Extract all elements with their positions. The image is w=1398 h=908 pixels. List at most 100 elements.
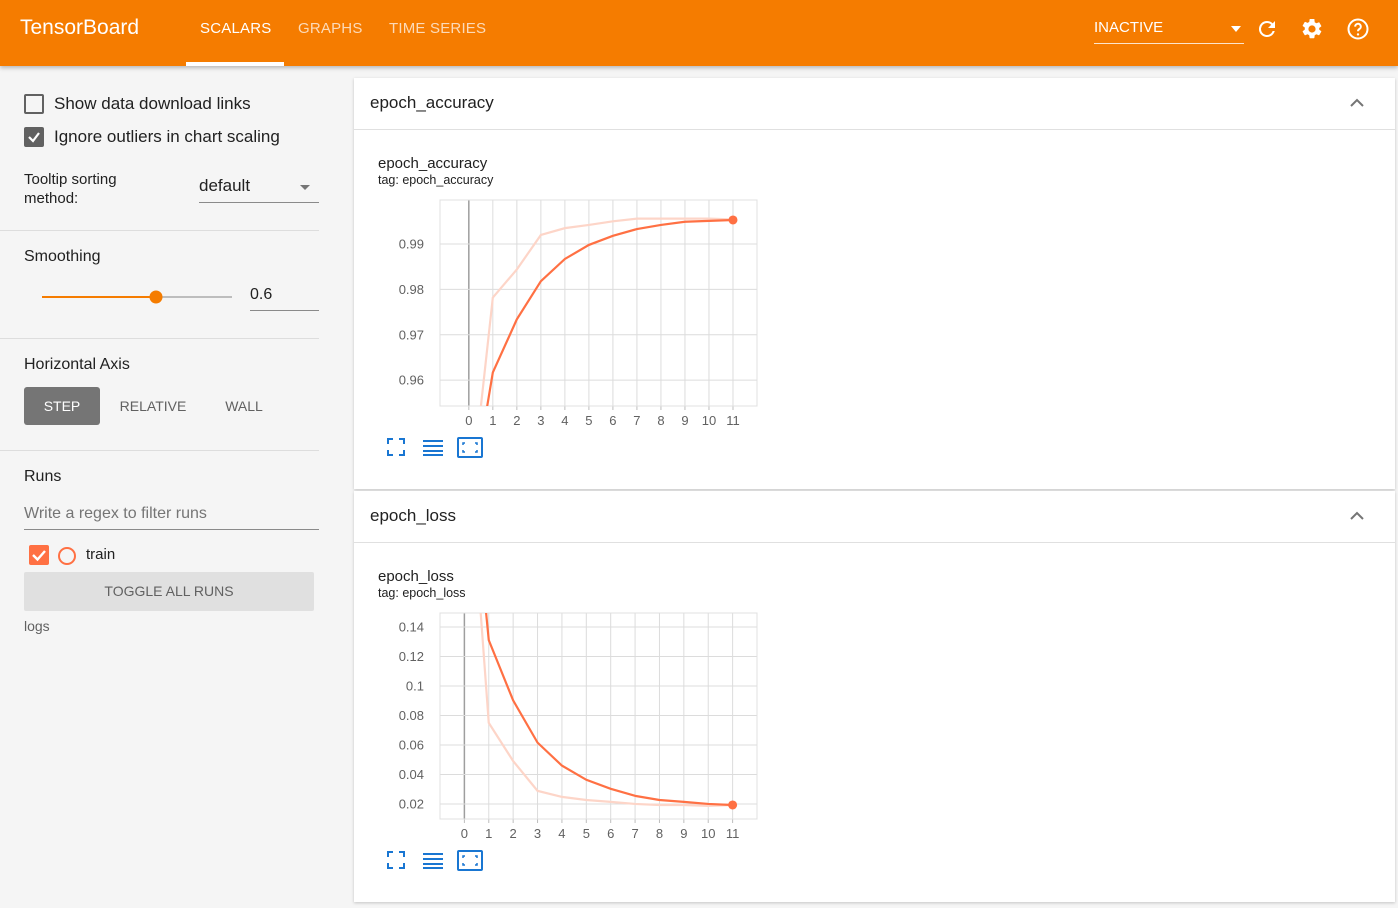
fullscreen-button[interactable] bbox=[387, 851, 405, 869]
y-tick-label: 0.06 bbox=[399, 737, 424, 752]
y-tick-label: 0.97 bbox=[399, 327, 424, 342]
sidebar: Show data download links Ignore outliers… bbox=[0, 66, 338, 908]
x-tick-label: 10 bbox=[702, 413, 716, 428]
log-dir: logs bbox=[24, 618, 50, 634]
run-status: INACTIVE bbox=[1094, 19, 1164, 36]
card-title: epoch_accuracy bbox=[370, 93, 494, 112]
chart-subtitle: tag: epoch_loss bbox=[378, 586, 466, 600]
x-tick-label: 0 bbox=[465, 413, 472, 428]
x-tick-label: 3 bbox=[534, 826, 541, 841]
y-tick-label: 0.96 bbox=[399, 373, 424, 388]
x-tick-label: 6 bbox=[607, 826, 614, 841]
brand[interactable]: TensorBoard bbox=[20, 16, 140, 39]
last-point bbox=[728, 215, 738, 225]
axis-option[interactable]: STEP bbox=[24, 387, 100, 425]
help-button[interactable] bbox=[1346, 17, 1370, 41]
y-tick-label: 0.12 bbox=[399, 649, 424, 664]
divider bbox=[0, 450, 319, 451]
chart-title: epoch_accuracy bbox=[378, 155, 488, 172]
card-header[interactable]: epoch_loss bbox=[354, 491, 1395, 543]
tooltip-label: Tooltip sorting method: bbox=[24, 171, 117, 207]
y-tick-label: 0.02 bbox=[399, 796, 424, 811]
x-tick-label: 4 bbox=[561, 413, 568, 428]
checkbox[interactable] bbox=[24, 127, 44, 147]
tooltip-select[interactable]: default bbox=[199, 176, 319, 203]
run-color-swatch[interactable] bbox=[58, 547, 76, 565]
checkbox[interactable] bbox=[24, 94, 44, 114]
fit-domain-button[interactable] bbox=[457, 437, 483, 458]
settings-button[interactable] bbox=[1300, 17, 1324, 41]
section-label: Runs bbox=[24, 468, 62, 485]
x-tick-label: 0 bbox=[461, 826, 468, 841]
y-tick-label: 0.99 bbox=[399, 237, 424, 252]
plot-frame bbox=[439, 199, 758, 407]
series-line bbox=[479, 217, 734, 406]
x-tick-label: 6 bbox=[609, 413, 616, 428]
last-point bbox=[728, 800, 738, 810]
run-filter-input[interactable]: Write a regex to filter runs bbox=[24, 505, 319, 530]
x-tick-label: 4 bbox=[558, 826, 565, 841]
tab[interactable]: GRAPHS bbox=[298, 20, 363, 37]
chart-toolbar bbox=[387, 850, 483, 871]
option-label: Ignore outliers in chart scaling bbox=[54, 127, 280, 146]
x-tick-label: 7 bbox=[631, 826, 638, 841]
series-line bbox=[485, 613, 733, 807]
x-tick-label: 9 bbox=[680, 826, 687, 841]
chart-subtitle: tag: epoch_accuracy bbox=[378, 173, 494, 187]
y-tick-label: 0.08 bbox=[399, 708, 424, 723]
toggle-log-button[interactable] bbox=[423, 440, 443, 456]
chart-title: epoch_loss bbox=[378, 568, 454, 585]
slider-thumb bbox=[149, 290, 163, 304]
card-header[interactable]: epoch_accuracy bbox=[354, 78, 1395, 130]
divider bbox=[0, 230, 319, 231]
x-tick-label: 9 bbox=[681, 413, 688, 428]
chart-toolbar bbox=[387, 437, 483, 458]
x-tick-label: 8 bbox=[657, 413, 664, 428]
card-title: epoch_loss bbox=[370, 506, 457, 525]
axis-option[interactable]: RELATIVE bbox=[119, 398, 187, 414]
smoothing-value: 0.6 bbox=[250, 286, 273, 303]
y-tick-label: 0.14 bbox=[399, 620, 424, 635]
run-checkbox[interactable] bbox=[29, 545, 49, 565]
y-tick-label: 0.04 bbox=[399, 767, 424, 782]
series-line bbox=[486, 218, 734, 406]
toggle-log-button[interactable] bbox=[423, 853, 443, 869]
toggle-all-button[interactable]: TOGGLE ALL RUNS bbox=[24, 572, 314, 611]
x-tick-label: 3 bbox=[537, 413, 544, 428]
collapse-icon[interactable] bbox=[1349, 96, 1365, 108]
x-tick-label: 5 bbox=[583, 826, 590, 841]
series-line bbox=[479, 613, 733, 807]
section-label: Smoothing bbox=[24, 248, 101, 265]
y-tick-label: 0.98 bbox=[399, 282, 424, 297]
filter-placeholder: Write a regex to filter runs bbox=[24, 505, 207, 522]
dropdown-caret bbox=[1231, 26, 1241, 32]
x-tick-label: 11 bbox=[726, 413, 740, 428]
fit-domain-button[interactable] bbox=[457, 850, 483, 871]
dropdown-caret bbox=[300, 185, 310, 190]
run-status-select[interactable]: INACTIVE bbox=[1094, 19, 1244, 44]
x-tick-label: 8 bbox=[656, 826, 663, 841]
smoothing-slider[interactable] bbox=[36, 286, 238, 308]
fit-domain-marks bbox=[462, 442, 478, 453]
chart-card: epoch_accuracy epoch_accuracy tag: epoch_… bbox=[354, 78, 1395, 489]
fit-domain-marks bbox=[462, 855, 478, 866]
divider bbox=[0, 338, 319, 339]
axis-option[interactable]: WALL bbox=[225, 398, 263, 414]
x-tick-label: 10 bbox=[701, 826, 715, 841]
x-tick-label: 11 bbox=[726, 826, 740, 841]
tab[interactable]: TIME SERIES bbox=[389, 20, 487, 37]
collapse-icon[interactable] bbox=[1349, 509, 1365, 521]
section-label: Horizontal Axis bbox=[24, 356, 130, 373]
tab[interactable]: SCALARS bbox=[200, 20, 272, 37]
refresh-button[interactable] bbox=[1255, 17, 1279, 41]
option-label: Show data download links bbox=[54, 94, 251, 113]
smoothing-input[interactable]: 0.6 bbox=[250, 286, 319, 311]
plot-frame bbox=[439, 612, 758, 820]
active-tab-indicator bbox=[186, 62, 284, 66]
x-tick-label: 1 bbox=[485, 826, 492, 841]
y-tick-label: 0.1 bbox=[406, 678, 424, 693]
fullscreen-button[interactable] bbox=[387, 438, 405, 456]
top-bar: TensorBoard SCALARS GRAPHS TIME SERIES I… bbox=[0, 0, 1398, 66]
